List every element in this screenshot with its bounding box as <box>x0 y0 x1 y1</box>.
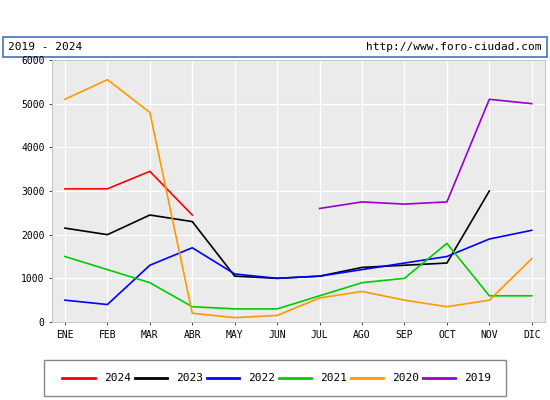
Text: 2024: 2024 <box>104 373 131 383</box>
Text: 2019: 2019 <box>464 373 491 383</box>
Text: http://www.foro-ciudad.com: http://www.foro-ciudad.com <box>366 42 542 52</box>
Text: 2019 - 2024: 2019 - 2024 <box>8 42 82 52</box>
FancyBboxPatch shape <box>3 37 547 57</box>
Text: 2021: 2021 <box>320 373 347 383</box>
Text: 2023: 2023 <box>176 373 203 383</box>
Text: 2020: 2020 <box>392 373 419 383</box>
Text: 2022: 2022 <box>248 373 275 383</box>
FancyBboxPatch shape <box>44 360 506 396</box>
Text: Evolucion Nº Turistas Extranjeros en el municipio de Los Llanos de Aridane: Evolucion Nº Turistas Extranjeros en el … <box>0 11 550 25</box>
